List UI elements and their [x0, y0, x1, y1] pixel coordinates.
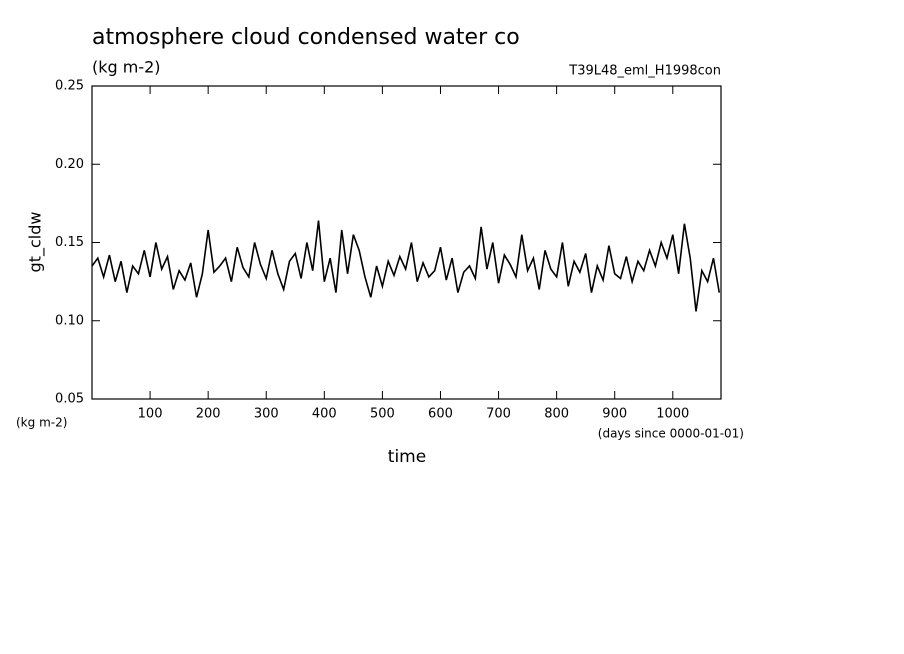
y-axis-units: (kg m-2): [16, 416, 67, 430]
y-tick-label: 0.20: [55, 157, 84, 172]
y-tick-label: 0.25: [55, 79, 84, 94]
x-tick-label: 1000: [656, 407, 689, 422]
chart-title: atmosphere cloud condensed water co: [92, 25, 520, 50]
y-tick-label: 0.15: [55, 235, 84, 250]
chart-subtitle: (kg m-2): [92, 58, 161, 77]
data-line: [91, 220, 721, 312]
x-tick-label: 200: [196, 407, 221, 422]
annotation: T39L48_eml_H1998con: [568, 64, 721, 79]
x-tick-label: 500: [370, 407, 395, 422]
x-axis-label: time: [388, 447, 426, 467]
x-tick-label: 800: [544, 407, 569, 422]
x-tick-label: 100: [138, 407, 163, 422]
x-tick-label: 700: [486, 407, 511, 422]
x-tick-label: 900: [602, 407, 627, 422]
y-tick-label: 0.05: [55, 392, 84, 407]
x-tick-label: 600: [428, 407, 453, 422]
y-tick-label: 0.10: [55, 313, 84, 328]
x-tick-label: 300: [254, 407, 279, 422]
y-axis-label: gt_cldw: [26, 212, 46, 273]
x-tick-label: 400: [312, 407, 337, 422]
plot-frame: [91, 85, 722, 400]
x-axis-units: (days since 0000-01-01): [598, 427, 744, 441]
